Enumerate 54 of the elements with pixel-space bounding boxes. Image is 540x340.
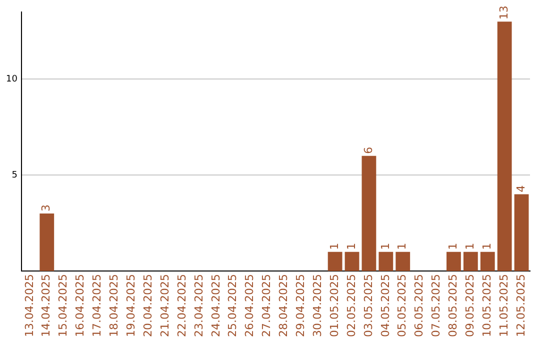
x-tick-label: 14.04.2025	[40, 274, 53, 338]
x-tick-label: 19.04.2025	[124, 274, 138, 338]
bar	[514, 194, 529, 272]
x-tick-label: 08.05.2025	[446, 274, 460, 338]
data-label: 4	[514, 185, 528, 192]
x-tick-label: 20.04.2025	[141, 274, 154, 338]
x-tick-label: 02.05.2025	[344, 274, 358, 338]
x-tick-label: 16.04.2025	[74, 274, 87, 338]
data-label: 1	[396, 242, 409, 250]
bar	[446, 252, 461, 272]
x-tick-label: 12.05.2025	[514, 274, 528, 338]
data-label: 1	[480, 242, 494, 250]
data-label: 13	[497, 6, 510, 20]
bar	[497, 22, 512, 272]
x-tick-label: 05.05.2025	[396, 274, 409, 338]
x-tick-label: 28.04.2025	[277, 274, 290, 338]
bar	[328, 252, 342, 272]
x-tick-label: 26.04.2025	[243, 274, 256, 338]
x-tick-label: 25.04.2025	[226, 274, 240, 338]
data-label: 1	[344, 242, 358, 250]
data-label: 1	[378, 242, 392, 250]
x-tick-label: 03.05.2025	[362, 274, 375, 338]
bar	[344, 252, 360, 272]
data-label: 6	[362, 146, 375, 154]
bar	[463, 252, 478, 272]
x-tick-label: 22.04.2025	[175, 274, 188, 338]
x-tick-label: 01.05.2025	[328, 274, 341, 338]
x-tick-label: 29.04.2025	[294, 274, 308, 338]
bar	[378, 252, 394, 272]
x-tick-label: 11.05.2025	[497, 274, 510, 338]
x-tick-label: 10.05.2025	[480, 274, 494, 338]
x-tick-label: 21.04.2025	[158, 274, 172, 338]
data-label: 1	[464, 242, 477, 250]
data-label: 1	[446, 242, 460, 250]
data-label: 1	[328, 242, 341, 250]
bar	[40, 213, 54, 272]
x-tick-label: 06.05.2025	[412, 274, 426, 338]
y-tick-label: 5	[12, 170, 18, 180]
x-tick-label: 13.04.2025	[22, 274, 36, 338]
x-tick-label: 07.05.2025	[430, 274, 443, 338]
x-tick-label: 30.04.2025	[310, 274, 324, 338]
x-tick-label: 18.04.2025	[108, 274, 121, 338]
x-tick-label: 27.04.2025	[260, 274, 274, 338]
bar	[396, 252, 410, 272]
bar	[480, 252, 495, 272]
data-label: 3	[40, 204, 53, 212]
x-tick-label: 24.04.2025	[209, 274, 222, 338]
y-tick-label: 10	[6, 74, 18, 84]
x-tick-label: 04.05.2025	[378, 274, 392, 338]
x-tick-label: 15.04.2025	[56, 274, 70, 338]
x-tick-label: 23.04.2025	[192, 274, 206, 338]
x-tick-label: 17.04.2025	[90, 274, 104, 338]
x-tick-label: 09.05.2025	[464, 274, 477, 338]
bar	[362, 156, 376, 272]
